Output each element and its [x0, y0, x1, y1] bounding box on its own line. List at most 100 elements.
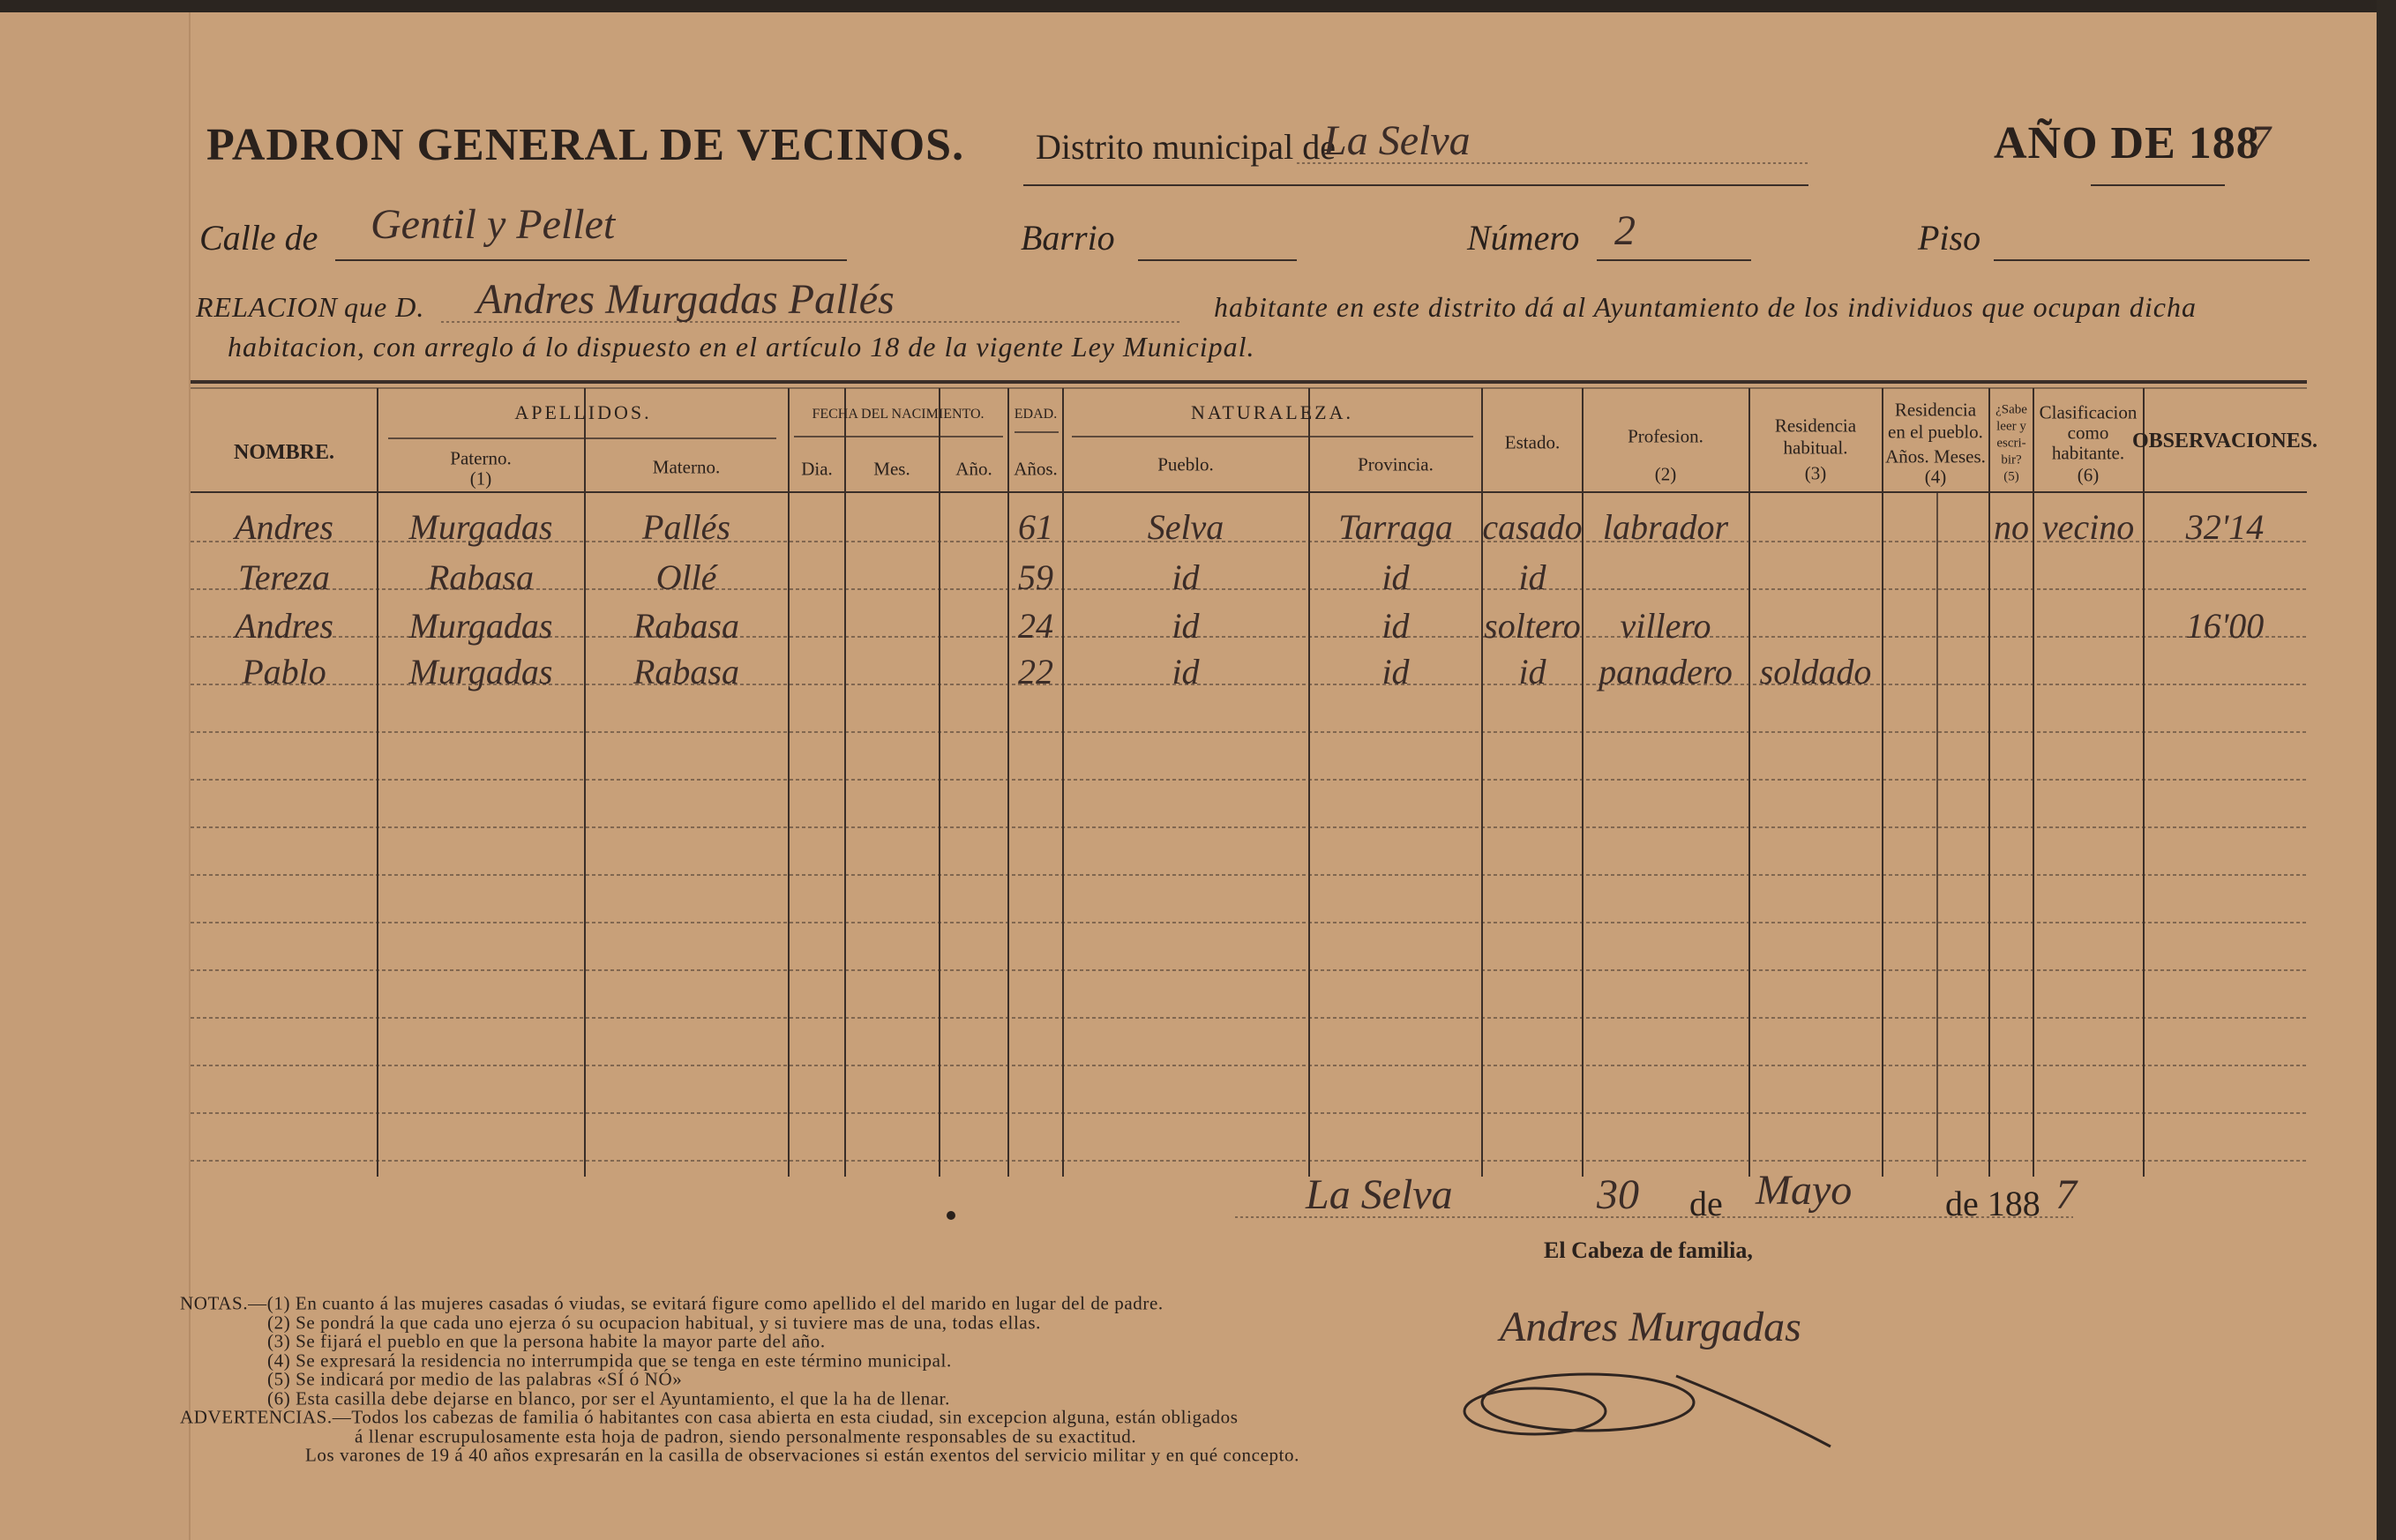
relacion-label: RELACION [196, 291, 338, 323]
cell-edad: 22 [1018, 652, 1053, 692]
column-header: OBSERVACIONES. [2131, 430, 2318, 452]
note-line: (2) Se pondrá la que cada uno ejerza ó s… [267, 1312, 1041, 1333]
cell-provincia: Tarraga [1338, 507, 1453, 547]
column-header: Residencia [1894, 399, 1977, 421]
cell-sabe: no [1994, 507, 2029, 547]
cell-edad: 61 [1018, 507, 1053, 547]
column-header: bir? [2001, 452, 2022, 467]
column-header: escri- [1996, 436, 2026, 451]
group-header: APELLIDOS. [514, 401, 652, 423]
cell-observaciones: 32'14 [2185, 507, 2265, 547]
cell-residencia: soldado [1759, 652, 1872, 692]
column-header: Profesion. [1628, 425, 1703, 447]
cell-provincia: id [1381, 606, 1410, 646]
column-header: Años. [1014, 458, 1058, 480]
note-line: NOTAS.—(1) En cuanto á las mujeres casad… [180, 1292, 1164, 1314]
signature-flourish [1675, 1374, 1831, 1448]
note-line: (4) Se expresará la residencia no interr… [267, 1349, 952, 1371]
column-header: ¿Sabe [1995, 402, 2027, 417]
district-label: Distrito municipal de [1036, 127, 1336, 167]
year-handwritten: 7 [2250, 117, 2271, 164]
column-header: (6) [2077, 464, 2100, 486]
column-header: NOMBRE. [234, 441, 334, 464]
form-title: PADRON GENERAL DE VECINOS. [206, 120, 965, 170]
cell-pueblo: Selva [1147, 507, 1224, 547]
cell-nombre: Pablo [242, 652, 326, 692]
cell-nombre: Andres [235, 507, 333, 547]
column-header: (2) [1654, 463, 1677, 485]
column-header: (3) [1804, 462, 1827, 484]
cell-paterno: Murgadas [408, 606, 553, 646]
cell-observaciones: 16'00 [2185, 606, 2265, 646]
scan-edge [2377, 0, 2396, 1540]
column-header: en el pueblo. [1888, 421, 1983, 443]
cell-estado: id [1518, 557, 1546, 597]
column-header: Pueblo. [1157, 453, 1214, 475]
cell-provincia: id [1381, 652, 1410, 692]
column-header: Provincia. [1358, 453, 1434, 475]
cell-nombre: Tereza [238, 557, 330, 597]
column-header: Mes. [873, 458, 910, 480]
group-header: FECHA DEL NACIMIENTO. [812, 407, 985, 422]
cell-edad: 59 [1018, 557, 1053, 597]
relacion-text: habitante en este distrito dá al Ayuntam… [1214, 291, 2197, 323]
relacion-que: que D. [344, 291, 425, 323]
cell-provincia: id [1381, 557, 1410, 597]
relacion-name: Andres Murgadas Pallés [476, 276, 895, 323]
column-header: Estado. [1504, 431, 1561, 453]
column-header: Paterno. [450, 447, 512, 469]
group-header: NATURALEZA. [1191, 401, 1353, 423]
note-line: ADVERTENCIAS.—Todos los cabezas de famil… [180, 1406, 1239, 1428]
column-header: habitante. [2051, 442, 2125, 464]
column-header: Años. Meses. [1885, 445, 1986, 467]
date-day: 30 [1597, 1171, 1639, 1218]
signature-flourish [1480, 1372, 1696, 1432]
cell-estado: id [1518, 652, 1546, 692]
date-de-year: de 188 [1945, 1184, 2040, 1223]
cell-estado: soltero [1484, 606, 1581, 646]
cell-paterno: Murgadas [408, 507, 553, 547]
column-header: (4) [1924, 466, 1947, 488]
column-header: Dia. [801, 458, 833, 480]
note-line: (3) Se fijará el pueblo en que la person… [267, 1330, 826, 1352]
street-label: Calle de [199, 218, 318, 258]
street-value: Gentil y Pellet [371, 201, 616, 248]
cell-profesion: panadero [1599, 652, 1733, 692]
note-line: (5) Se indicará por medio de las palabra… [267, 1368, 683, 1390]
note-line: Los varones de 19 á 40 años expresarán e… [305, 1444, 1299, 1466]
cell-paterno: Rabasa [428, 557, 534, 597]
signature-label: El Cabeza de familia, [1544, 1237, 1753, 1263]
cell-profesion: labrador [1602, 507, 1729, 547]
numero-label: Número [1467, 218, 1580, 258]
date-de: de [1689, 1184, 1723, 1223]
date-year-digit: 7 [2055, 1171, 2077, 1218]
cell-clasificacion: vecino [2041, 507, 2135, 547]
column-header: como [2067, 422, 2109, 444]
scan-border [0, 0, 2396, 12]
piso-label: Piso [1918, 218, 1981, 258]
cell-pueblo: id [1172, 557, 1200, 597]
cell-materno: Ollé [655, 557, 717, 597]
cell-materno: Rabasa [633, 606, 739, 646]
column-header: (1) [469, 467, 492, 490]
note-line: á llenar escrupulosamente esta hoja de p… [355, 1425, 1137, 1447]
cell-nombre: Andres [235, 606, 333, 646]
cell-edad: 24 [1018, 606, 1053, 646]
column-header: Residencia [1774, 415, 1857, 437]
date-place: La Selva [1306, 1171, 1453, 1218]
signature: Andres Murgadas [1500, 1304, 1801, 1350]
cell-estado: casado [1482, 507, 1583, 547]
signature-flourish [1463, 1387, 1607, 1436]
relacion-text: habitacion, con arreglo á lo dispuesto e… [228, 331, 1255, 363]
column-header: Año. [955, 458, 992, 480]
column-header: Materno. [652, 456, 721, 478]
cell-pueblo: id [1172, 652, 1200, 692]
cell-pueblo: id [1172, 606, 1200, 646]
numero-value: 2 [1614, 207, 1636, 254]
note-line: (6) Esta casilla debe dejarse en blanco,… [267, 1387, 950, 1409]
year-label: AÑO DE 188 [1994, 118, 2260, 168]
binding-margin [0, 12, 191, 1540]
column-header: leer y [1996, 419, 2026, 434]
group-header: EDAD. [1014, 407, 1058, 422]
